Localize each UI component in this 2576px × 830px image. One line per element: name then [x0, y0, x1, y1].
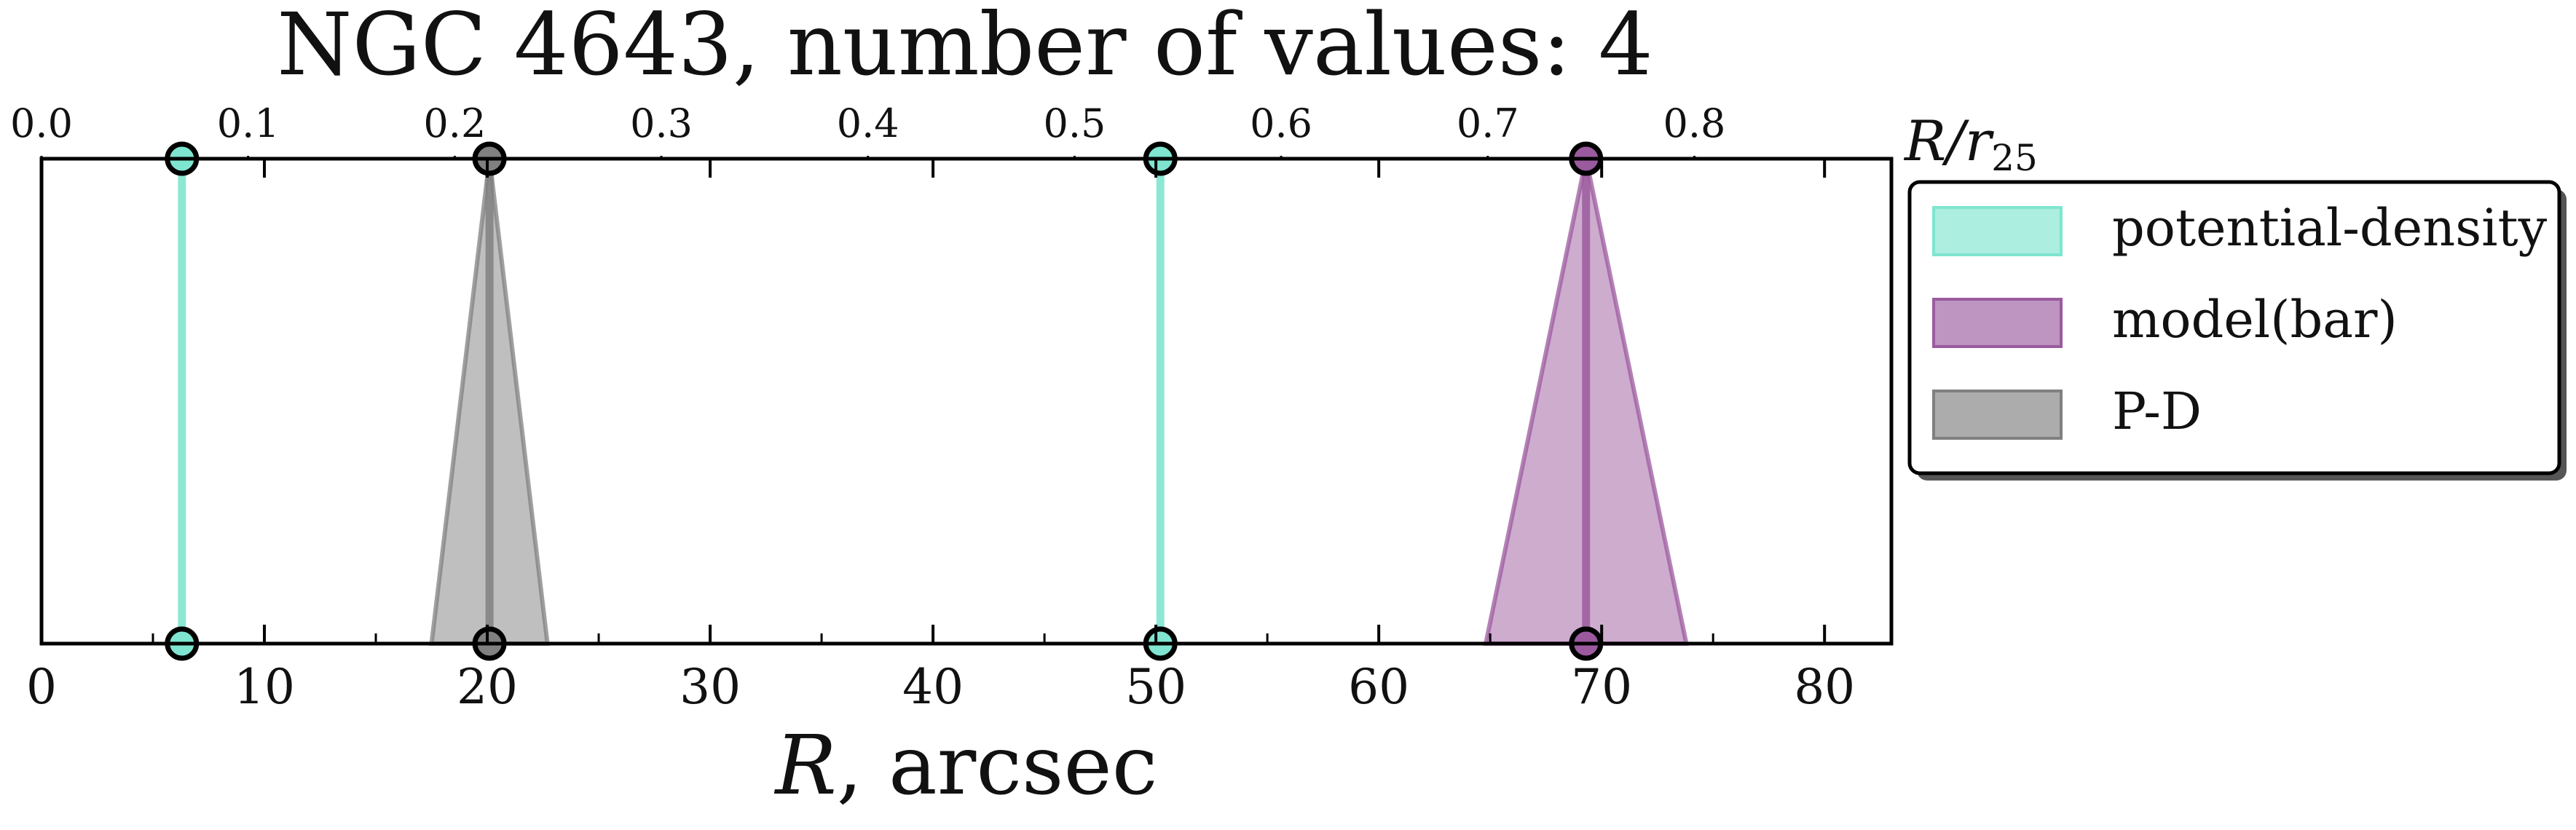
bottom-axis-ticks: 0 10 20 30 40 50 60 70 80	[26, 159, 1855, 715]
x-tick-label-20: 20	[457, 659, 518, 715]
x2-tick-label-0.0: 0.0	[10, 100, 73, 146]
legend-swatch-potential-density	[1932, 206, 2063, 256]
top-axis-label-symbol: R/r	[1903, 108, 1995, 173]
legend-items: potential-density model(bar) P-D	[1932, 198, 2548, 441]
x2-tick-label-0.8: 0.8	[1663, 100, 1726, 146]
x-axis-label-symbol: R	[773, 719, 836, 813]
legend-label-p-d: P-D	[2112, 382, 2202, 441]
x-tick-label-70: 70	[1571, 659, 1632, 715]
data-layer	[165, 141, 1690, 661]
legend-label-potential-density: potential-density	[2112, 198, 2548, 258]
legend-box	[1907, 180, 2561, 475]
x2-tick-label-0.1: 0.1	[217, 100, 280, 146]
top-axis-label: R/r25	[1903, 108, 2038, 179]
x-tick-label-50: 50	[1125, 659, 1186, 715]
top-axis-ticks: 0.0 0.1 0.2 0.3 0.4 0.5 0.6 0.7 0.8	[10, 100, 1725, 159]
plot-frame	[39, 157, 1894, 646]
top-axis-label-subscript: 25	[1991, 137, 2038, 179]
x-tick-label-30: 30	[680, 659, 741, 715]
legend-label-model-bar: model(bar)	[2112, 290, 2398, 349]
x2-tick-label-0.5: 0.5	[1043, 100, 1106, 146]
x-axis-label-unit: , arcsec	[837, 719, 1158, 813]
x2-tick-label-0.7: 0.7	[1457, 100, 1519, 146]
x-tick-label-60: 60	[1348, 659, 1409, 715]
x-tick-label-80: 80	[1794, 659, 1855, 715]
legend-swatch-model-bar	[1932, 298, 2063, 348]
x2-tick-label-0.2: 0.2	[423, 100, 486, 146]
x2-tick-label-0.6: 0.6	[1250, 100, 1312, 146]
x2-tick-label-0.4: 0.4	[837, 100, 899, 146]
x-tick-label-40: 40	[902, 659, 964, 715]
chart-title: NGC 4643, number of values: 4	[277, 0, 1653, 95]
legend: potential-density model(bar) P-D	[1907, 180, 2567, 481]
x-tick-label-0: 0	[26, 659, 57, 715]
x-axis-label: R, arcsec	[773, 719, 1157, 813]
x2-tick-label-0.3: 0.3	[630, 100, 693, 146]
x-tick-label-10: 10	[234, 659, 295, 715]
legend-swatch-p-d	[1932, 390, 2063, 440]
